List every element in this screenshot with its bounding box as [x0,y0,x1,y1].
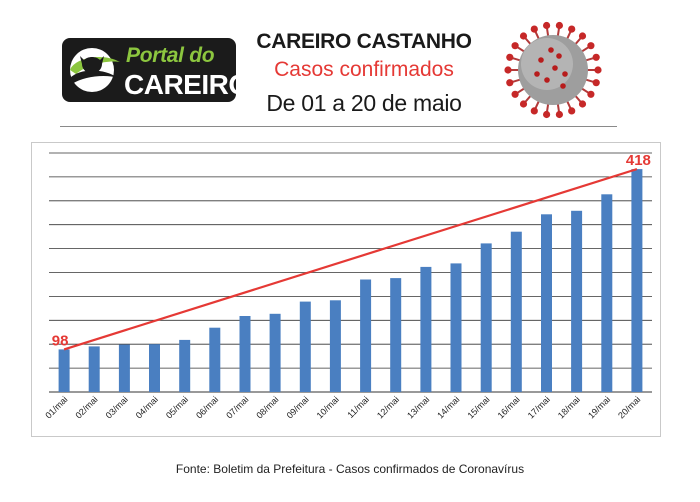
virus-spike-head [578,100,587,108]
x-tick-label: 07/mai [224,394,250,420]
header: Portal do CAREIRO CAREIRO CASTANHO Casos… [0,0,700,130]
x-tick-label: 20/mai [616,394,642,420]
logo-text-portal-do: Portal do [126,44,215,67]
x-tick-label: 10/mai [315,394,341,420]
virus-spike-head [506,53,514,61]
virus-spike-head [578,32,587,40]
virus-spike-head [555,21,563,30]
virus-surface-dot [548,47,554,53]
virus-spike-head [555,110,563,119]
bar-06-mai [209,327,221,392]
virus-surface-dot [534,71,540,77]
bar-19-mai [601,194,613,392]
bar-11-mai [360,279,372,392]
x-tick-label: 14/mai [435,394,461,420]
portal-do-careiro-logo[interactable]: Portal do CAREIRO [62,38,236,102]
x-tick-label: 01/mai [43,394,69,420]
virus-spike-head [519,32,528,40]
virus-highlight [521,38,573,90]
virus-surface-dot [538,57,544,63]
header-date-range: De 01 a 20 de maio [266,90,462,116]
bull-logo-icon [70,48,120,92]
x-tick-label: 12/mai [375,394,401,420]
virus-spike-head [592,79,600,87]
bar-13-mai [420,266,432,392]
virus-spike-head [587,90,595,98]
virus-spike-head [511,42,519,50]
header-title: CAREIRO CASTANHO [256,30,472,53]
bar-03-mai [118,344,130,392]
virus-spike-head [543,21,551,30]
bar-12-mai [390,278,402,392]
x-tick-label: 13/mai [405,394,431,420]
trend-line [63,168,638,351]
x-tick-label: 08/mai [254,394,280,420]
virus-spike-head [568,25,576,33]
virus-spike-head [594,66,602,74]
virus-spike-head [592,53,600,61]
bar-04-mai [149,344,160,392]
x-tick-label: 09/mai [285,394,311,420]
bar-05-mai [179,339,191,392]
coronavirus-icon [504,21,602,119]
bar-01-mai [58,349,70,392]
bar-18-mai [571,210,583,392]
data-label: 98 [52,332,69,349]
virus-surface-dot [562,71,568,77]
chart-frame [31,142,661,437]
x-tick-label: 11/mai [345,394,371,420]
bar-09-mai [299,301,311,392]
x-tick-label: 05/mai [164,394,190,420]
virus-spike-head [568,107,576,115]
data-label: 418 [626,152,651,169]
virus-surface-dot [544,77,550,83]
x-tick-label: 02/mai [73,394,99,420]
bar-02-mai [88,346,100,392]
bar-08-mai [269,313,281,392]
bar-17-mai [541,214,552,392]
x-tick-label: 15/mai [465,394,491,420]
virus-spike-head [530,25,538,33]
bar-07-mai [239,316,251,392]
bar-10-mai [329,300,341,392]
virus-spike-head [530,107,538,115]
x-tick-label: 18/mai [556,394,582,420]
virus-surface-dot [556,53,562,59]
chart-source-footer: Fonte: Boletim da Prefeitura - Casos con… [175,462,525,476]
logo-text-careiro: CAREIRO [124,69,236,100]
x-tick-label: 17/mai [526,394,552,420]
x-tick-label: 19/mai [586,394,612,420]
virus-spike-head [587,42,595,50]
virus-spike-head [506,79,514,87]
x-tick-label: 04/mai [134,394,160,420]
virus-surface-dot [560,83,566,89]
bar-16-mai [510,231,522,392]
virus-spike-head [511,90,519,98]
header-divider [60,126,617,127]
x-tick-label: 03/mai [104,394,130,420]
x-tick-label: 06/mai [194,394,220,420]
bar-20-mai [631,169,643,392]
virus-spike-head [504,66,512,74]
header-subtitle: Casos confirmados [274,58,454,81]
x-tick-label: 16/mai [496,394,522,420]
bar-14-mai [450,263,462,392]
bar-15-mai [480,243,492,392]
virus-surface-dot [552,65,558,71]
virus-spike-head [519,100,528,108]
virus-spike-head [543,110,551,119]
